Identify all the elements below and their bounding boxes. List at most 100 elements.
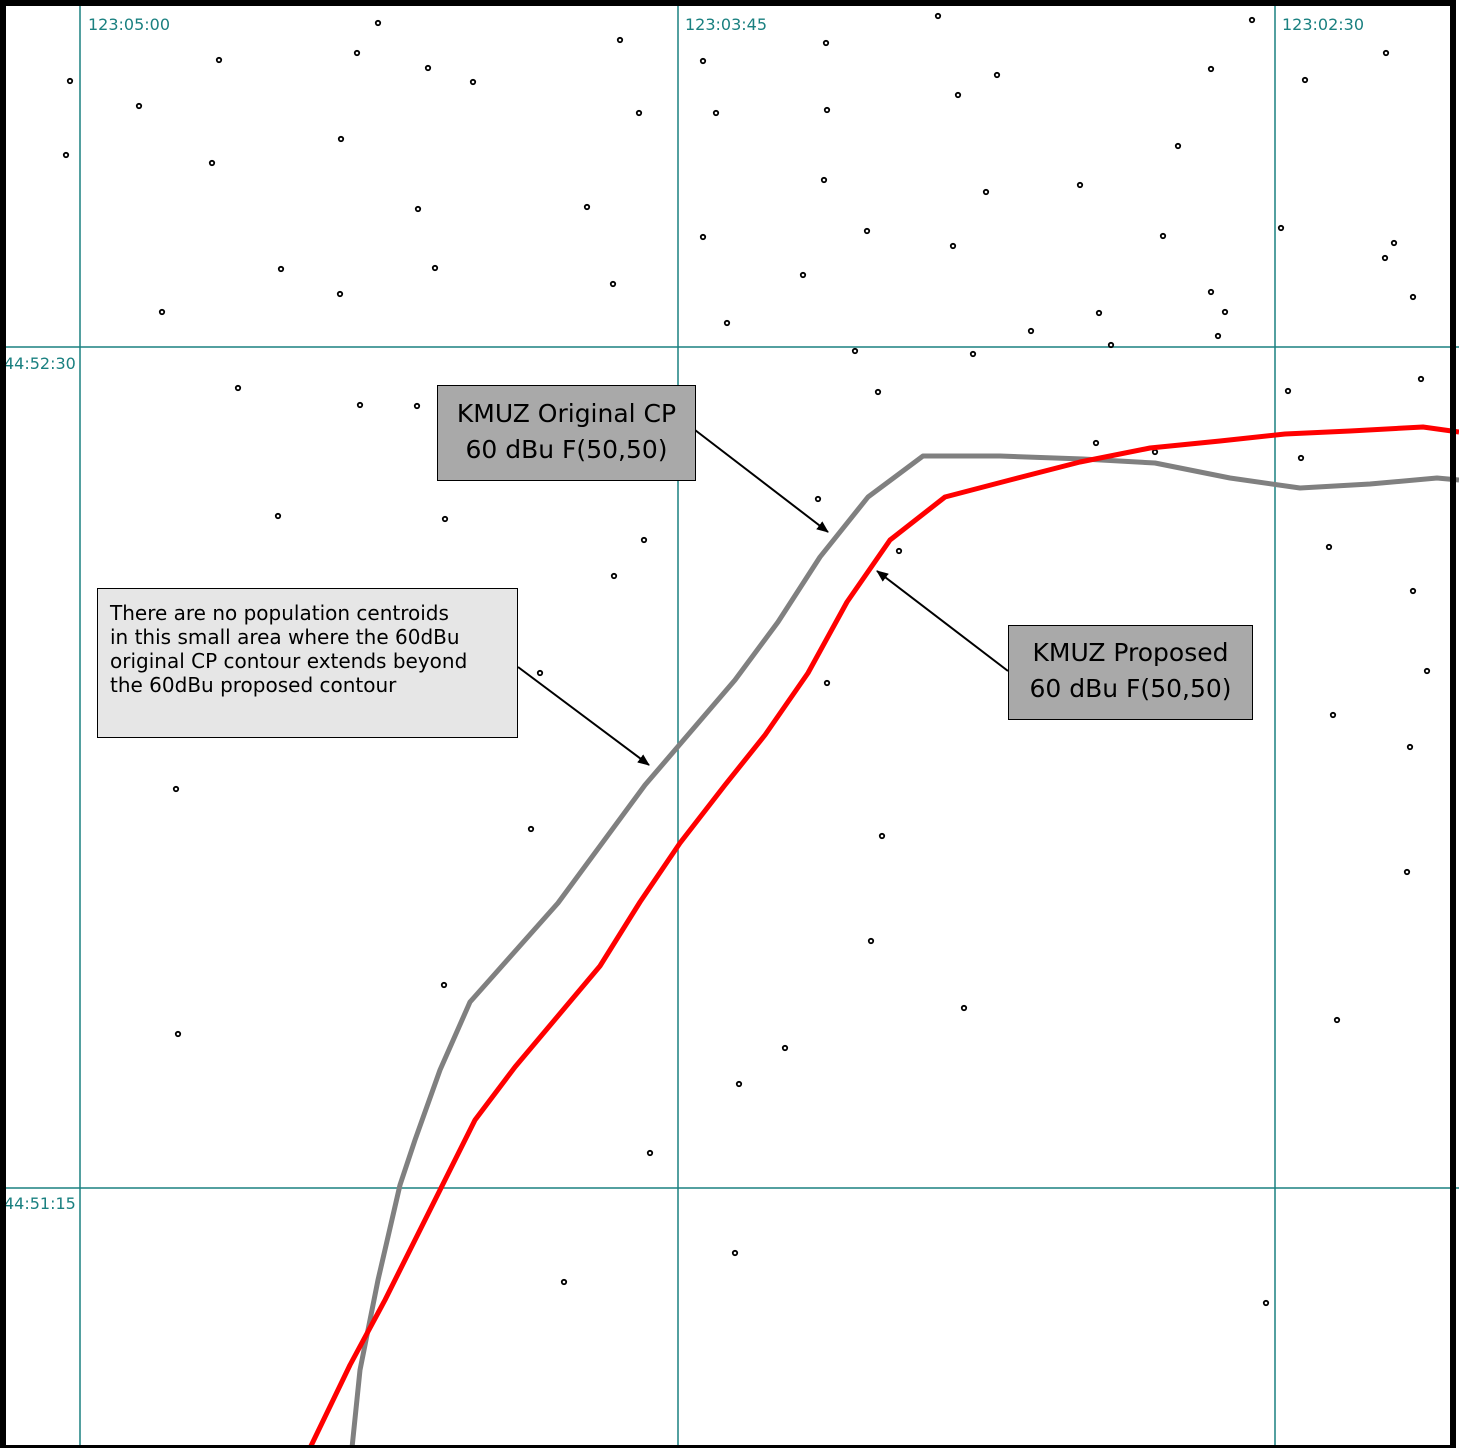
population-centroid-marker	[1076, 181, 1084, 189]
population-centroid-marker	[1390, 239, 1398, 247]
population-centroid-marker	[823, 106, 831, 114]
proposed-arrow	[876, 570, 1009, 672]
population-centroid-marker	[441, 515, 449, 523]
longitude-label: 123:02:30	[1282, 15, 1364, 34]
population-centroid-marker	[1107, 341, 1115, 349]
population-centroid-marker	[1301, 76, 1309, 84]
population-centroid-marker	[820, 176, 828, 184]
original-cp-contour	[349, 453, 1459, 1448]
population-centroid-marker	[1403, 868, 1411, 876]
population-centroid-marker	[993, 71, 1001, 79]
original-cp-label-line2: 60 dBu F(50,50)	[465, 435, 668, 464]
population-centroid-marker	[1417, 375, 1425, 383]
population-centroid-marker	[949, 242, 957, 250]
population-centroid-marker	[431, 264, 439, 272]
population-centroid-marker	[374, 19, 382, 27]
population-centroid-marker	[712, 109, 720, 117]
population-centroid-marker	[1284, 387, 1292, 395]
population-centroid-marker	[337, 135, 345, 143]
population-centroid-marker	[1297, 454, 1305, 462]
population-centroid-marker	[424, 64, 432, 72]
population-centroid-marker	[867, 937, 875, 945]
population-centroid-marker	[1333, 1016, 1341, 1024]
population-centroid-marker	[1159, 232, 1167, 240]
population-centroid-marker	[1262, 1299, 1270, 1307]
population-centroid-marker	[823, 679, 831, 687]
latitude-label: 44:52:30	[4, 354, 76, 373]
population-centroid-marker	[135, 102, 143, 110]
population-centroid-marker	[735, 1080, 743, 1088]
proposed-label-line1: KMUZ Proposed	[1032, 638, 1229, 667]
population-centroid-marker	[1092, 439, 1100, 447]
population-centroid-marker	[353, 49, 361, 57]
original-cp-label-line1: KMUZ Original CP	[456, 399, 677, 428]
population-centroid-marker	[174, 1030, 182, 1038]
longitude-label: 123:05:00	[88, 15, 170, 34]
population-centroids	[62, 12, 1431, 1307]
population-centroid-marker	[878, 832, 886, 840]
population-centroid-marker	[1329, 711, 1337, 719]
population-centroid-marker	[1174, 142, 1182, 150]
population-centroid-marker	[1221, 308, 1229, 316]
population-centroid-marker	[158, 308, 166, 316]
proposed-contour	[307, 424, 1459, 1448]
note-line: There are no population centroids	[110, 601, 449, 625]
population-centroid-marker	[1207, 288, 1215, 296]
population-centroid-marker	[527, 825, 535, 833]
population-centroid-marker	[66, 77, 74, 85]
population-centroid-marker	[274, 512, 282, 520]
population-centroid-marker	[646, 1149, 654, 1157]
population-centroid-marker	[1027, 327, 1035, 335]
population-centroid-marker	[699, 233, 707, 241]
population-centroid-marker	[536, 669, 544, 677]
note-line: in this small area where the 60dBu	[110, 625, 460, 649]
latitude-label: 44:51:15	[4, 1194, 76, 1213]
population-centroid-marker	[799, 271, 807, 279]
population-centroid-marker	[1381, 254, 1389, 262]
note-arrow	[517, 666, 650, 766]
population-centroid-marker	[960, 1004, 968, 1012]
population-centroid-marker	[440, 981, 448, 989]
population-centroid-marker	[172, 785, 180, 793]
population-centroid-marker	[1214, 332, 1222, 340]
population-centroid-marker	[934, 12, 942, 20]
population-centroid-marker	[723, 319, 731, 327]
original-cp-arrow	[694, 429, 829, 533]
population-centroid-marker	[1423, 667, 1431, 675]
population-centroid-marker	[954, 91, 962, 99]
population-centroid-marker	[863, 227, 871, 235]
population-centroid-marker	[874, 388, 882, 396]
population-centroid-marker	[822, 39, 830, 47]
population-centroid-marker	[234, 384, 242, 392]
longitude-label: 123:03:45	[685, 15, 767, 34]
population-centroid-marker	[1248, 16, 1256, 24]
population-centroid-marker	[640, 536, 648, 544]
population-centroid-marker	[560, 1278, 568, 1286]
population-centroid-marker	[1406, 743, 1414, 751]
no-centroids-note: There are no population centroids in thi…	[97, 588, 518, 738]
population-centroid-marker	[982, 188, 990, 196]
population-centroid-marker	[1409, 293, 1417, 301]
population-centroid-marker	[1277, 224, 1285, 232]
annotation-arrows	[517, 429, 1009, 766]
population-centroid-marker	[583, 203, 591, 211]
proposed-label: KMUZ Proposed 60 dBu F(50,50)	[1008, 625, 1253, 720]
population-centroid-marker	[336, 290, 344, 298]
population-centroid-marker	[635, 109, 643, 117]
population-centroid-marker	[814, 495, 822, 503]
population-centroid-marker	[609, 280, 617, 288]
population-centroid-marker	[1095, 309, 1103, 317]
population-centroid-marker	[414, 205, 422, 213]
population-centroid-marker	[208, 159, 216, 167]
population-centroid-marker	[969, 350, 977, 358]
coordinate-labels: 123:05:00 123:03:45 123:02:30 44:52:30 4…	[4, 15, 1364, 1213]
population-centroid-marker	[469, 78, 477, 86]
population-centroid-marker	[1151, 448, 1159, 456]
population-centroid-marker	[699, 57, 707, 65]
population-centroid-marker	[781, 1044, 789, 1052]
population-centroid-marker	[1409, 587, 1417, 595]
population-centroid-marker	[413, 402, 421, 410]
proposed-label-line2: 60 dBu F(50,50)	[1029, 674, 1232, 703]
